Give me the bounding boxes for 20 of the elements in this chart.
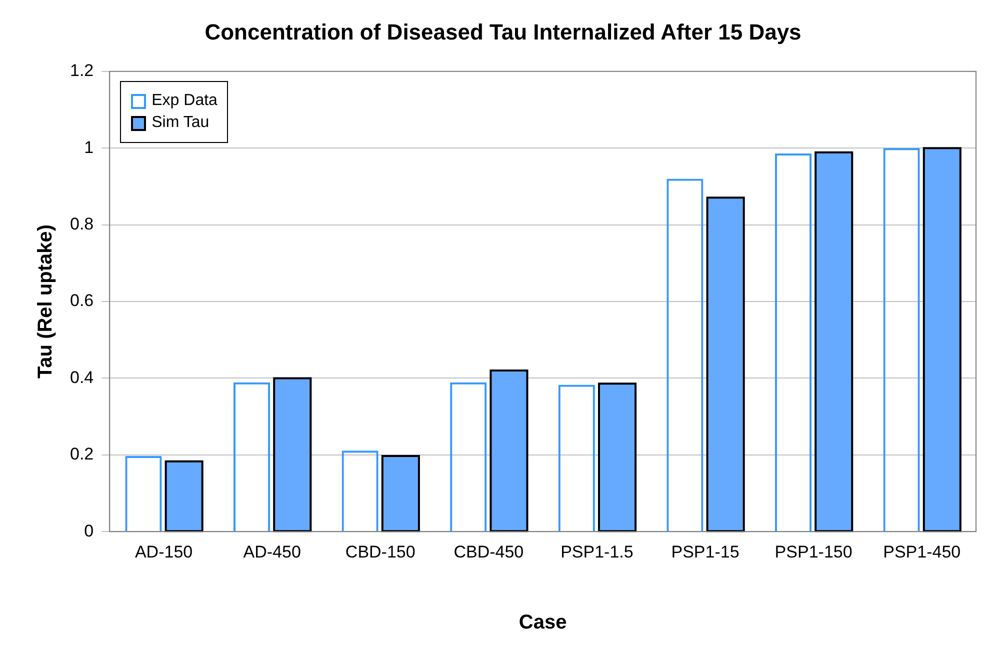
x-tick-label: AD-150 xyxy=(134,542,193,562)
x-tick-label: PSP1-1.5 xyxy=(560,542,634,562)
y-tick-label: 0.4 xyxy=(70,368,94,387)
x-tick-label: CBD-450 xyxy=(454,542,524,562)
y-tick-label: 0 xyxy=(84,521,94,540)
y-tick-label: 0.8 xyxy=(70,214,94,234)
y-axis-title: Tau (Rel uptake) xyxy=(34,224,57,379)
x-axis-title: Case xyxy=(518,612,567,634)
y-tick-label: 1 xyxy=(84,138,94,157)
y-tick-label: 0.6 xyxy=(70,291,94,310)
x-tick-label: CBD-150 xyxy=(345,542,416,562)
x-tick-label: PSP1-150 xyxy=(774,542,852,562)
x-tick-label: AD-450 xyxy=(243,542,301,562)
y-tick-label: 1.2 xyxy=(70,61,94,80)
x-tick-label: PSP1-450 xyxy=(883,542,961,562)
legend-label: Sim Tau xyxy=(152,114,210,132)
legend-label: Exp Data xyxy=(152,92,218,110)
x-tick-label: PSP1-15 xyxy=(671,542,740,562)
y-tick-label: 0.2 xyxy=(70,444,94,464)
chart-title: Concentration of Diseased Tau Internalized After 15 Days xyxy=(204,19,802,44)
